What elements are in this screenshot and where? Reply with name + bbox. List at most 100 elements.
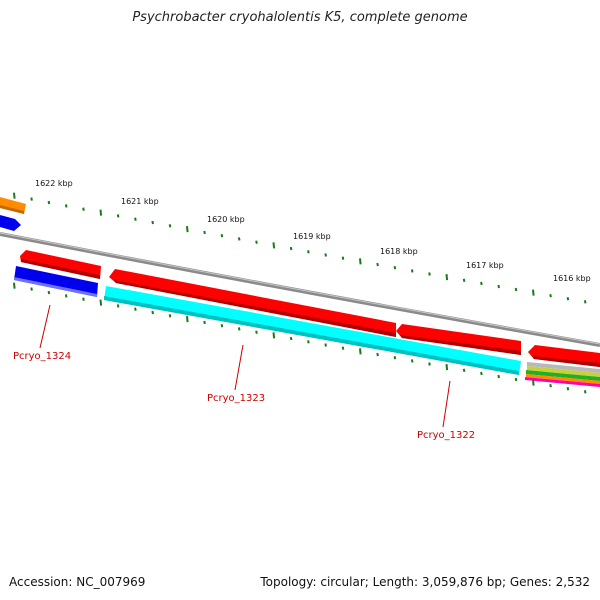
inner-tick-22 (393, 356, 397, 360)
outer-tick-5 (99, 209, 103, 216)
inner-tick-29 (514, 377, 518, 382)
outer-tick-4 (82, 207, 85, 211)
outer-tick-6 (116, 214, 120, 218)
cds-blue-shade (14, 277, 97, 297)
cds-cyan-shade (104, 296, 519, 375)
outer-tick-8 (151, 220, 154, 225)
leader-line-pcryo-1322 (442, 380, 451, 428)
inner-tick-21 (376, 352, 379, 357)
inner-tick-28 (497, 374, 500, 379)
orange-feature-shade (0, 205, 24, 214)
leader-line-pcryo-1323 (234, 344, 244, 391)
inner-tick-23 (410, 359, 414, 363)
inner-tick-24 (428, 362, 431, 366)
inner-tick-6 (116, 304, 120, 308)
leader-line-pcryo-1324 (39, 304, 51, 349)
outer-tick-marks (13, 192, 587, 304)
feature-gray (527, 362, 600, 373)
feature-yellow-green (527, 366, 600, 377)
cds-red-4-shade (532, 356, 600, 367)
outer-tick-16 (289, 246, 293, 251)
inner-tick-30 (532, 379, 535, 386)
cds-red-1-shade (21, 259, 100, 279)
outer-tick-33 (583, 300, 587, 304)
cds-red-2-shade (114, 280, 396, 337)
inner-tick-14 (255, 330, 258, 334)
inner-tick-12 (220, 324, 224, 328)
outer-tick-20 (359, 258, 362, 265)
outer-tick-9 (168, 224, 172, 228)
outer-tick-31 (549, 294, 552, 298)
inner-tick-32 (566, 387, 570, 391)
outer-tick-13 (237, 237, 241, 241)
outer-tick-3 (64, 204, 68, 208)
inner-tick-18 (324, 343, 327, 347)
orange-feature (0, 197, 26, 214)
outer-tick-25 (445, 274, 449, 281)
outer-tick-1 (30, 197, 33, 201)
tick-label-1619: 1619 kbp (293, 232, 331, 241)
blue-feature-outer (0, 215, 21, 231)
inner-tick-15 (272, 332, 276, 339)
inner-tick-11 (203, 320, 206, 325)
outer-tick-7 (134, 217, 137, 221)
inner-tick-marks (13, 282, 587, 394)
inner-tick-8 (151, 310, 154, 315)
feature-magenta (525, 377, 600, 387)
inner-tick-26 (462, 368, 466, 372)
forward-strand-genes (20, 250, 600, 367)
map-title: Psychrobacter cryohalolentis K5, complet… (132, 10, 468, 25)
outer-tick-30 (532, 289, 535, 296)
kbp-labels: 1622 kbp 1621 kbp 1620 kbp 1619 kbp 1618… (35, 179, 591, 283)
reverse-strand-genes (14, 266, 600, 387)
outer-tick-23 (410, 269, 414, 273)
inner-tick-31 (549, 384, 552, 388)
gene-label-pcryo-1323: Pcryo_1323 (207, 393, 265, 404)
outer-tick-15 (272, 242, 276, 249)
gene-label-pcryo-1322: Pcryo_1322 (417, 430, 475, 441)
outer-tick-32 (566, 297, 570, 301)
gene-label-pcryo-1324: Pcryo_1324 (13, 351, 71, 362)
inner-tick-19 (341, 346, 345, 350)
genome-summary-text: Topology: circular; Length: 3,059,876 bp… (260, 575, 590, 589)
inner-tick-10 (186, 316, 189, 323)
feature-orange (526, 374, 600, 384)
inner-tick-27 (480, 371, 483, 376)
inner-tick-17 (307, 340, 310, 344)
inner-tick-0 (13, 282, 16, 289)
outer-tick-27 (480, 281, 483, 286)
outer-tick-21 (376, 262, 379, 267)
inner-tick-2 (47, 290, 51, 295)
outer-tick-17 (307, 250, 310, 254)
tick-label-1618: 1618 kbp (380, 247, 418, 256)
genome-backbone-highlight (0, 232, 600, 345)
tick-label-1622: 1622 kbp (35, 179, 73, 188)
inner-tick-7 (134, 307, 137, 311)
tick-label-1620: 1620 kbp (207, 215, 245, 224)
outer-tick-26 (462, 278, 466, 282)
inner-tick-5 (99, 299, 103, 306)
feature-green (526, 370, 600, 381)
outer-tick-24 (428, 272, 431, 276)
inner-tick-13 (237, 327, 241, 331)
inner-tick-4 (82, 297, 85, 301)
tick-label-1616: 1616 kbp (553, 274, 591, 283)
genome-backbone (0, 232, 600, 347)
outer-tick-19 (341, 256, 345, 260)
inner-tick-33 (583, 390, 587, 394)
tick-label-1621: 1621 kbp (121, 197, 159, 206)
inner-tick-20 (359, 348, 362, 355)
cds-red-3-shade (400, 335, 521, 355)
outer-tick-2 (47, 200, 51, 205)
outer-tick-12 (220, 234, 224, 238)
inner-tick-9 (168, 314, 172, 318)
tick-label-1617: 1617 kbp (466, 261, 504, 270)
outer-tick-29 (514, 287, 518, 292)
outer-tick-22 (393, 266, 397, 270)
outer-tick-14 (255, 240, 258, 244)
outer-tick-0 (13, 192, 16, 199)
inner-tick-1 (30, 287, 33, 291)
outer-tick-11 (203, 230, 206, 235)
